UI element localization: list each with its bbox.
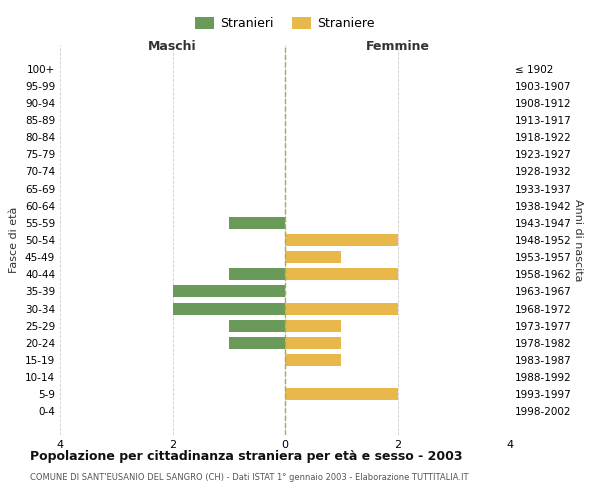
Bar bbox=[229, 320, 285, 332]
Legend: Stranieri, Straniere: Stranieri, Straniere bbox=[190, 12, 380, 35]
Bar bbox=[229, 217, 285, 229]
Bar bbox=[229, 337, 285, 349]
Text: Femmine: Femmine bbox=[365, 40, 430, 54]
Bar bbox=[229, 268, 285, 280]
Bar bbox=[285, 302, 398, 314]
Y-axis label: Fasce di età: Fasce di età bbox=[10, 207, 19, 273]
Bar bbox=[173, 302, 285, 314]
Bar bbox=[173, 286, 285, 298]
Bar bbox=[285, 268, 398, 280]
Text: Popolazione per cittadinanza straniera per età e sesso - 2003: Popolazione per cittadinanza straniera p… bbox=[30, 450, 463, 463]
Bar bbox=[285, 354, 341, 366]
Bar bbox=[285, 320, 341, 332]
Bar bbox=[285, 251, 341, 263]
Bar bbox=[285, 337, 341, 349]
Text: Maschi: Maschi bbox=[148, 40, 197, 54]
Bar bbox=[285, 234, 398, 246]
Y-axis label: Anni di nascita: Anni di nascita bbox=[573, 198, 583, 281]
Text: COMUNE DI SANT'EUSANIO DEL SANGRO (CH) - Dati ISTAT 1° gennaio 2003 - Elaborazio: COMUNE DI SANT'EUSANIO DEL SANGRO (CH) -… bbox=[30, 472, 469, 482]
Bar bbox=[285, 388, 398, 400]
